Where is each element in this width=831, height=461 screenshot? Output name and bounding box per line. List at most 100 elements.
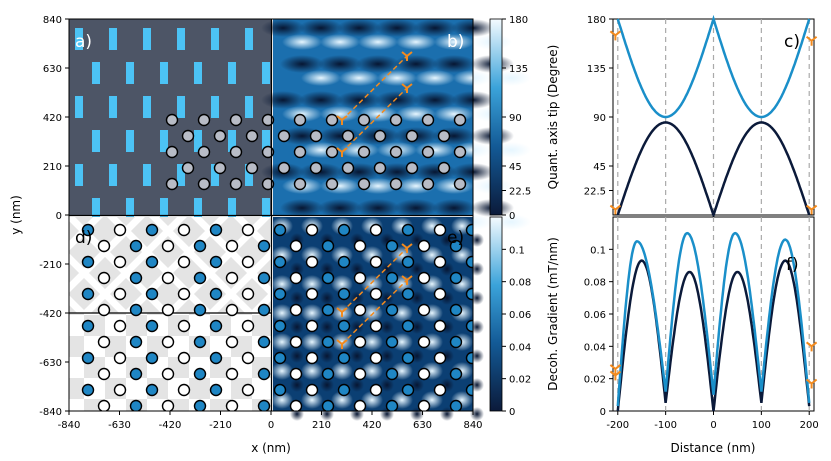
main-x-tick-label: 0 xyxy=(268,420,274,431)
lattice-dot xyxy=(81,351,95,365)
lattice-dot xyxy=(417,335,431,349)
lattice-dot xyxy=(401,319,415,333)
main-y-tick-label: 630 xyxy=(43,64,62,75)
lattice-dot xyxy=(245,161,259,175)
panel-a-bar xyxy=(245,28,253,50)
lattice-dot xyxy=(261,177,275,191)
lattice-dot xyxy=(321,399,335,411)
lattice-dot xyxy=(177,319,191,333)
lattice-dot xyxy=(277,161,291,175)
panel-e-dark-spot xyxy=(350,378,364,392)
panel-e-dark-spot xyxy=(320,291,334,305)
lattice-dot xyxy=(405,129,419,143)
panel-e-bright-spot xyxy=(331,333,353,351)
lattice-dot xyxy=(161,271,175,285)
lattice-dot xyxy=(273,319,287,333)
lattice-dot xyxy=(241,383,255,397)
lattice-dot xyxy=(421,113,435,127)
main-y-tick-label: 0 xyxy=(56,211,62,222)
lattice-dot xyxy=(113,287,127,301)
lattice-dot xyxy=(353,399,367,411)
panel-b-dark-spot xyxy=(318,199,362,217)
panel-a-bar xyxy=(177,28,185,50)
lattice-dot xyxy=(385,335,399,349)
lattice-dot xyxy=(465,383,473,397)
lattice-dot xyxy=(193,399,207,411)
panel-a-bar xyxy=(228,130,236,152)
lattice-dot xyxy=(465,319,473,333)
panel-c-y-tick-label: 180 xyxy=(587,15,606,26)
orange-marker xyxy=(336,339,348,349)
lattice-dot xyxy=(417,271,431,285)
lattice-dot xyxy=(433,351,447,365)
panel-d-bottom-background xyxy=(69,313,271,411)
lattice-dot xyxy=(369,255,383,269)
lattice-dot xyxy=(81,383,95,397)
lattice-dot xyxy=(341,129,355,143)
panel-a-bar xyxy=(177,164,185,186)
lattice-dot xyxy=(225,399,239,411)
lattice-dot xyxy=(257,271,271,285)
panel-a-bar xyxy=(194,130,202,152)
panel-c-y-label: Quant. axis tip (Degree) xyxy=(546,45,560,190)
lattice-dot xyxy=(165,177,179,191)
lattice-dot xyxy=(449,335,463,349)
lattice-dot xyxy=(229,177,243,191)
panel-b-bright-spot xyxy=(339,70,379,86)
lattice-dot xyxy=(241,223,255,237)
lattice-dot xyxy=(113,383,127,397)
panel-a-bar xyxy=(126,130,134,152)
lattice-dot xyxy=(353,367,367,381)
lattice-dot xyxy=(289,239,303,253)
lattice-dot xyxy=(97,367,111,381)
lattice-dot xyxy=(433,255,447,269)
lattice-dot xyxy=(129,239,143,253)
lattice-dot xyxy=(385,367,399,381)
lattice-dot xyxy=(449,367,463,381)
panel-f-x-tick-label: 100 xyxy=(752,420,771,431)
panel-a-bar xyxy=(245,96,253,118)
lattice-dot xyxy=(181,161,195,175)
lattice-dot xyxy=(129,399,143,411)
lattice-dot xyxy=(81,255,95,269)
lattice-dot xyxy=(433,319,447,333)
panel-f-x-tick-label: 200 xyxy=(800,420,819,431)
lattice-dot xyxy=(433,287,447,301)
panel-f-series-light xyxy=(616,231,811,407)
lattice-dot xyxy=(433,383,447,397)
orange-marker xyxy=(401,243,413,253)
lattice-dot xyxy=(97,239,111,253)
panel-a-bar xyxy=(211,164,219,186)
panel-a-bar xyxy=(194,62,202,84)
main-y-tick-label: -630 xyxy=(39,358,62,369)
lattice-dot xyxy=(145,351,159,365)
main-y-tick-label: 420 xyxy=(43,113,62,124)
panel-f-y-tick-label: 0.02 xyxy=(584,375,606,386)
panel-label-f: f) xyxy=(786,255,799,275)
lattice-dot xyxy=(225,367,239,381)
lattice-dot xyxy=(97,335,111,349)
colorbar-bottom: 0.1 0.08 0.06 0.04 0.02 0 xyxy=(489,216,531,418)
panel-e-dark-spot xyxy=(380,378,394,392)
lattice-dot xyxy=(417,399,431,411)
lattice-dot xyxy=(341,161,355,175)
panel-label-b: b) xyxy=(447,32,464,52)
lattice-dot xyxy=(261,113,275,127)
main-y-tick-label: -420 xyxy=(39,309,62,320)
panel-label-a: a) xyxy=(75,32,92,52)
panel-d xyxy=(69,217,271,411)
panel-e-dark-spot xyxy=(470,407,484,421)
lattice-dot xyxy=(417,303,431,317)
panel-a-bar xyxy=(75,164,83,186)
orange-cut-line xyxy=(341,279,408,345)
panel-a-bar xyxy=(262,62,270,84)
panel-b-dark-spot xyxy=(337,91,381,109)
lattice-dot xyxy=(97,303,111,317)
panel-b-dark-spot xyxy=(375,19,419,37)
lattice-dot xyxy=(337,223,351,237)
lattice-dot xyxy=(309,129,323,143)
panel-b-dark-spot xyxy=(356,199,400,217)
panel-a-bars xyxy=(75,28,270,220)
panel-e-dark-spot xyxy=(290,291,304,305)
lattice-dot xyxy=(273,223,287,237)
